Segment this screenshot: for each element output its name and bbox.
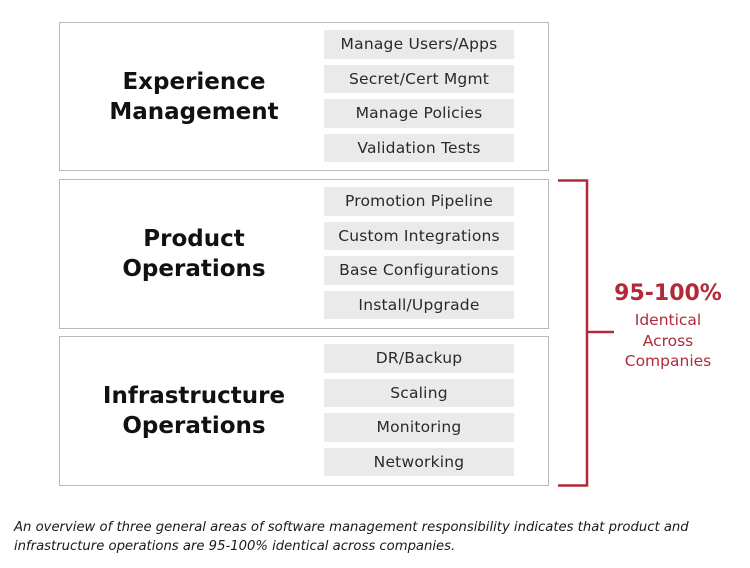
item-list: DR/Backup Scaling Monitoring Networking bbox=[324, 344, 514, 476]
identical-callout: 95-100% Identical Across Companies bbox=[598, 280, 738, 372]
section-infrastructure-operations: Infrastructure Operations DR/Backup Scal… bbox=[59, 336, 549, 486]
item-promotion-pipeline: Promotion Pipeline bbox=[324, 187, 514, 216]
callout-value: 95-100% bbox=[614, 281, 722, 306]
item-install-upgrade: Install/Upgrade bbox=[324, 290, 514, 319]
item-manage-policies: Manage Policies bbox=[324, 99, 514, 128]
section-title: Infrastructure Operations bbox=[102, 383, 286, 439]
item-validation-tests: Validation Tests bbox=[324, 133, 514, 162]
item-networking: Networking bbox=[324, 447, 514, 476]
section-title: Product Operations bbox=[122, 226, 266, 282]
item-monitoring: Monitoring bbox=[324, 413, 514, 442]
item-secret-cert-mgmt: Secret/Cert Mgmt bbox=[324, 64, 514, 93]
section-product-operations: Product Operations Promotion Pipeline Cu… bbox=[59, 179, 549, 329]
section-experience-management: Experience Management Manage Users/Apps … bbox=[59, 22, 549, 171]
figure-caption: An overview of three general areas of so… bbox=[14, 520, 689, 554]
item-base-configurations: Base Configurations bbox=[324, 256, 514, 285]
callout-label: Identical Across Companies bbox=[624, 311, 712, 370]
item-scaling: Scaling bbox=[324, 378, 514, 407]
item-manage-users-apps: Manage Users/Apps bbox=[324, 30, 514, 59]
item-list: Promotion Pipeline Custom Integrations B… bbox=[324, 187, 514, 319]
item-dr-backup: DR/Backup bbox=[324, 344, 514, 373]
item-custom-integrations: Custom Integrations bbox=[324, 221, 514, 250]
bracket-icon bbox=[558, 179, 614, 487]
item-list: Manage Users/Apps Secret/Cert Mgmt Manag… bbox=[324, 30, 514, 162]
section-title: Experience Management bbox=[109, 68, 279, 125]
